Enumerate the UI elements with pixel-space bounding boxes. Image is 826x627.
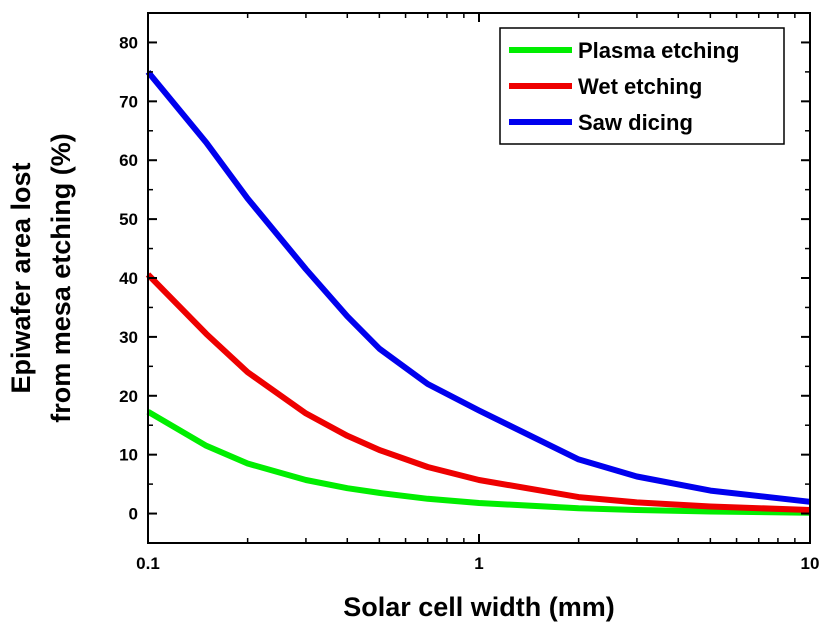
y-axis-title: Epiwafer area lost from mesa etching (%) (6, 133, 76, 423)
series-line-plasma-etching (146, 409, 811, 516)
tick-labels-layer: 0 10 20 30 40 50 60 70 80 0.1 1 10 (119, 33, 819, 573)
legend-label-plasma-etching: Plasma etching (578, 38, 739, 63)
legend-label-wet-etching: Wet etching (578, 74, 702, 99)
y-tick-label: 0 (129, 505, 138, 524)
y-tick-label: 70 (119, 92, 138, 111)
x-axis-title: Solar cell width (mm) (343, 592, 615, 622)
y-axis-title-line-1: Epiwafer area lost (6, 162, 36, 393)
x-tick-label: 10 (801, 554, 820, 573)
y-tick-label: 10 (119, 446, 138, 465)
series-line-wet-etching (145, 272, 811, 513)
legend: Plasma etching Wet etching Saw dicing (499, 27, 785, 145)
y-tick-label: 80 (119, 33, 138, 52)
y-tick-label: 30 (119, 328, 138, 347)
y-tick-label: 60 (119, 151, 138, 170)
y-tick-label: 20 (119, 387, 138, 406)
y-axis-title-line-2: from mesa etching (%) (46, 133, 76, 423)
y-tick-label: 50 (119, 210, 138, 229)
legend-label-saw-dicing: Saw dicing (578, 110, 693, 135)
x-tick-label: 0.1 (136, 554, 160, 573)
series-layer (145, 69, 811, 516)
x-tick-label: 1 (474, 554, 483, 573)
series-line-saw-dicing (145, 69, 811, 505)
y-tick-label: 40 (119, 269, 138, 288)
ticks-layer (147, 12, 811, 544)
